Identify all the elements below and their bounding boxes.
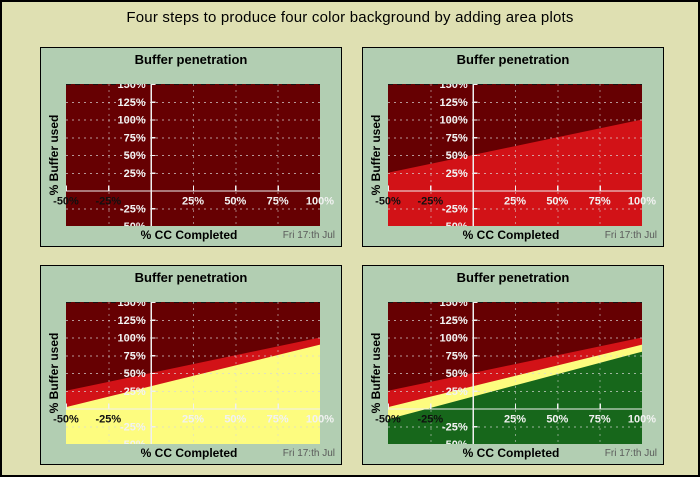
y-tick-label: -25% [442,421,468,433]
plot-canvas-step-2: 150% 125% 100% 75% 50% 25% -25% -50% -50% -25% 25%… [375,79,656,233]
y-tick-label: 150% [440,79,468,91]
timestamp: Fri 17:th Jul [604,448,657,459]
x-tick-label: -50% [375,196,401,208]
canvas-group: 150% 125% 100% 75% 50% 25% -25% -50% [66,297,320,451]
canvas-group: 150% 125% 100% 75% 50% 25% -25% -50% [388,79,642,233]
x-tick-label: 100% [628,414,656,426]
y-tick-label: 150% [440,297,468,309]
y-tick-label: 100% [440,333,468,345]
y-tick-label: 50% [446,150,468,162]
y-tick-label: 125% [118,315,146,327]
plot-canvas-step-3: 150% 125% 100% 75% 50% 25% -25% -50% -50% -25% 25%… [53,297,334,451]
x-tick-label: -25% [417,196,443,208]
y-tick-label: 100% [118,333,146,345]
x-tick-label: 50% [224,414,246,426]
y-tick-label: 25% [124,168,146,180]
x-tick-label: 25% [182,196,204,208]
y-tick-label: 150% [118,297,146,309]
y-tick-label: 75% [446,132,468,144]
y-tick-label: 100% [118,115,146,127]
y-tick-label: -50% [442,221,468,233]
x-axis-label: % CC Completed [462,446,560,460]
x-tick-label: -50% [53,414,79,426]
x-tick-label: 75% [267,196,289,208]
y-tick-label: 50% [446,368,468,380]
y-axis-label: % Buffer used [369,332,383,414]
x-axis-label: % CC Completed [140,228,238,242]
x-axis-label: % CC Completed [462,228,560,242]
x-tick-label: 50% [224,196,246,208]
y-tick-label: -25% [120,203,146,215]
x-tick-label: 100% [306,196,334,208]
y-tick-label: 50% [124,150,146,162]
y-tick-label: 25% [446,168,468,180]
plot-title: Buffer penetration [456,52,570,67]
plot-title: Buffer penetration [134,270,248,285]
y-tick-label: 125% [440,97,468,109]
y-tick-label: 25% [124,386,146,398]
timestamp: Fri 17:th Jul [604,230,657,241]
canvas-group: 150% 125% 100% 75% 50% 25% -25% -50% [66,79,320,233]
x-tick-label: -25% [417,414,443,426]
y-tick-label: 25% [446,386,468,398]
y-tick-label: 75% [446,350,468,362]
plot-title: Buffer penetration [134,52,248,67]
y-tick-label: -50% [120,439,146,451]
green-zone [388,351,642,444]
timestamp: Fri 17:th Jul [282,448,335,459]
x-tick-label: 75% [589,414,611,426]
y-tick-label: -50% [442,439,468,451]
timestamp: Fri 17:th Jul [282,230,335,241]
x-tick-label: 75% [267,414,289,426]
y-tick-label: -25% [120,421,146,433]
x-tick-label: 25% [504,196,526,208]
panel-step-4: 150% 125% 100% 75% 50% 25% -25% -50% -50% -25% 25%… [362,265,664,465]
x-axis-label: % CC Completed [140,446,238,460]
plot-canvas-step-4: 150% 125% 100% 75% 50% 25% -25% -50% -50% -25% 25%… [375,297,656,451]
x-tick-label: -25% [95,414,121,426]
y-tick-label: 75% [124,132,146,144]
plot-canvas-step-1: 150% 125% 100% 75% 50% 25% -25% -50% -50% -25% 25%… [53,79,334,233]
y-axis-label: % Buffer used [47,332,61,414]
canvas-group: 150% 125% 100% 75% 50% 25% -25% -50% [388,297,642,451]
x-tick-label: 25% [504,414,526,426]
y-tick-label: -50% [120,221,146,233]
y-tick-label: 50% [124,368,146,380]
y-tick-label: -25% [442,203,468,215]
panel-step-2: 150% 125% 100% 75% 50% 25% -25% -50% -50% -25% 25%… [362,47,664,247]
x-tick-label: 25% [182,414,204,426]
main-title: Four steps to produce four color backgro… [126,9,574,26]
x-tick-label: 100% [306,414,334,426]
y-tick-label: 125% [118,97,146,109]
x-tick-label: -50% [375,414,401,426]
panel-step-1: 150% 125% 100% 75% 50% 25% -25% -50% -50% -25% 25%… [40,47,342,247]
y-tick-label: 100% [440,115,468,127]
y-tick-label: 75% [124,350,146,362]
y-axis-label: % Buffer used [369,114,383,196]
x-tick-label: -50% [53,196,79,208]
x-tick-label: 50% [546,414,568,426]
x-tick-label: 100% [628,196,656,208]
y-tick-label: 150% [118,79,146,91]
x-tick-label: -25% [95,196,121,208]
plot-title: Buffer penetration [456,270,570,285]
x-tick-label: 75% [589,196,611,208]
panel-step-3: 150% 125% 100% 75% 50% 25% -25% -50% -50% -25% 25%… [40,265,342,465]
yellow-zone [66,344,320,444]
x-tick-label: 50% [546,196,568,208]
y-axis-label: % Buffer used [47,114,61,196]
y-tick-label: 125% [440,315,468,327]
